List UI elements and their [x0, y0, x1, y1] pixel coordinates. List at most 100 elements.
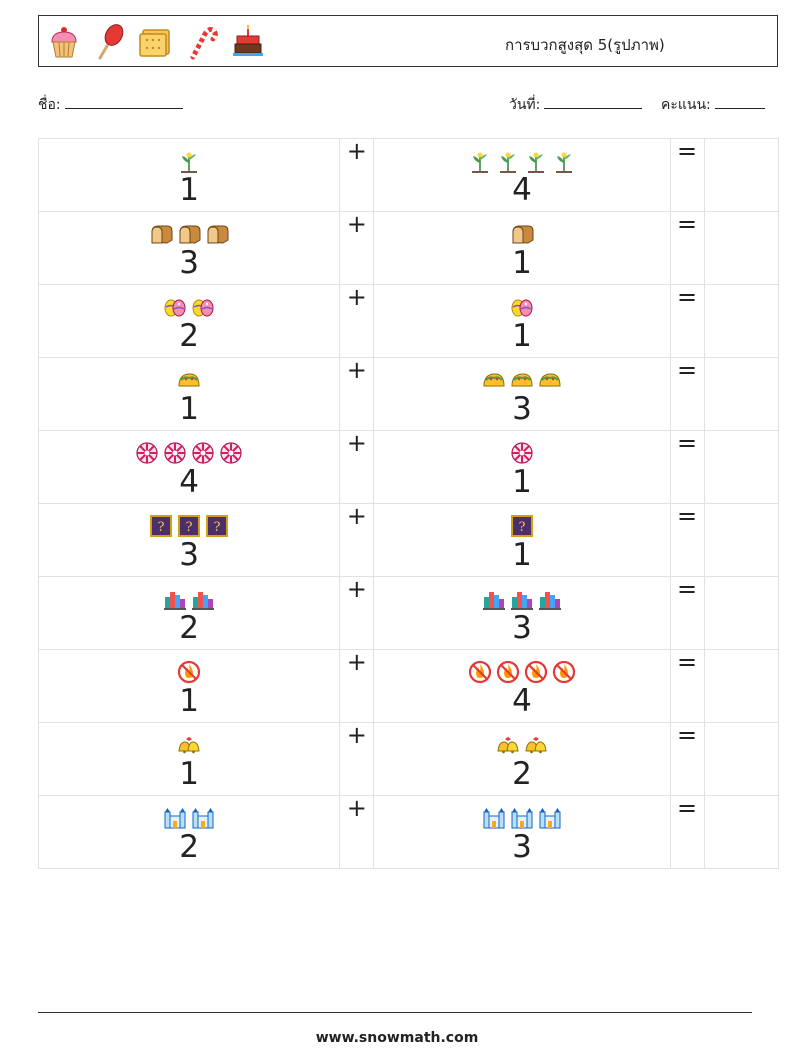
footer-url: www.snowmath.com — [315, 1030, 479, 1046]
answer-box[interactable] — [703, 503, 780, 577]
city-buildings-icon — [482, 587, 506, 611]
answer-box[interactable] — [703, 284, 780, 358]
taco-icon — [177, 368, 201, 392]
name-label: ชื่อ: — [38, 97, 61, 113]
score-field[interactable]: คะแนน: — [661, 94, 765, 116]
mystery-box-icon — [149, 514, 173, 538]
addend-a-cell: 2 — [37, 576, 341, 650]
plus-sign: + — [339, 649, 375, 723]
easter-eggs-icon — [191, 295, 215, 319]
plus-sign: + — [339, 284, 375, 358]
icon-group — [374, 660, 669, 684]
popsicle-icon — [98, 24, 124, 60]
plant-sprout-icon — [552, 149, 576, 173]
peppermint-candy-icon — [135, 441, 159, 465]
answer-box[interactable] — [703, 138, 780, 212]
addend-a-cell: 3 — [37, 211, 341, 285]
equals-sign: = — [669, 722, 705, 796]
addend-a-cell: 4 — [37, 430, 341, 504]
addend-a-number: 3 — [179, 537, 199, 573]
city-buildings-icon — [163, 587, 187, 611]
answer-box[interactable] — [703, 649, 780, 723]
mystery-box-icon — [510, 514, 534, 538]
addend-a-cell: 1 — [37, 722, 341, 796]
equals-sign: = — [669, 138, 705, 212]
answer-box[interactable] — [703, 357, 780, 431]
no-fire-icon — [496, 660, 520, 684]
addend-a-number: 1 — [179, 683, 199, 719]
answer-box[interactable] — [703, 795, 780, 869]
addend-b-cell: 3 — [373, 357, 671, 431]
plus-sign: + — [339, 138, 375, 212]
name-blank[interactable] — [64, 96, 183, 109]
addend-a-cell: 1 — [37, 649, 341, 723]
plant-sprout-icon — [496, 149, 520, 173]
icon-group — [374, 514, 669, 538]
addend-b-number: 1 — [512, 537, 532, 573]
equals-sign: = — [669, 576, 705, 650]
addend-b-cell: 2 — [373, 722, 671, 796]
icon-group — [39, 222, 339, 246]
no-fire-icon — [468, 660, 492, 684]
equals-sign: = — [669, 211, 705, 285]
addend-b-number: 3 — [512, 829, 532, 865]
addend-a-number: 3 — [179, 245, 199, 281]
addend-b-cell: 4 — [373, 138, 671, 212]
addend-b-cell: 3 — [373, 795, 671, 869]
answer-box[interactable] — [703, 430, 780, 504]
addend-b-number: 1 — [512, 318, 532, 354]
peppermint-candy-icon — [510, 441, 534, 465]
plant-sprout-icon — [177, 149, 201, 173]
addend-a-number: 1 — [179, 391, 199, 427]
addend-b-cell: 1 — [373, 430, 671, 504]
equals-sign: = — [669, 357, 705, 431]
equals-sign: = — [669, 503, 705, 577]
icon-group — [39, 733, 339, 757]
addend-b-cell: 1 — [373, 211, 671, 285]
problem-row: 1 +4 = — [37, 649, 780, 723]
name-field[interactable]: ชื่อ: — [38, 94, 183, 116]
date-blank[interactable] — [544, 96, 643, 109]
plus-sign: + — [339, 795, 375, 869]
icon-group — [39, 514, 339, 538]
addend-a-number: 1 — [179, 756, 199, 792]
plant-sprout-icon — [524, 149, 548, 173]
problem-row: 3 +1 = — [37, 503, 780, 577]
icon-group — [39, 441, 339, 465]
footer-divider — [38, 1012, 752, 1013]
addend-b-cell: 1 — [373, 503, 671, 577]
answer-box[interactable] — [703, 211, 780, 285]
icon-group — [374, 806, 669, 830]
icon-group — [374, 733, 669, 757]
date-field[interactable]: วันที่: — [509, 94, 643, 116]
birthday-cake-icon — [233, 24, 263, 56]
worksheet-table: 1 +4 = 3 +1 = 2 +1 = 1 +3 = 4 +1 = 3 +1 = 2 +3 = 1 +4 = 1 +2 = 2 +3 = — [37, 138, 780, 869]
score-blank[interactable] — [714, 96, 765, 109]
icon-group — [39, 368, 339, 392]
peppermint-candy-icon — [219, 441, 243, 465]
addend-a-number: 2 — [179, 829, 199, 865]
page-title: การบวกสูงสุด 5(รูปภาพ) — [505, 36, 665, 54]
plus-sign: + — [339, 576, 375, 650]
icon-group — [374, 441, 669, 465]
golden-bells-icon — [496, 733, 520, 757]
addend-b-cell: 4 — [373, 649, 671, 723]
problem-row: 2 +3 = — [37, 576, 780, 650]
addend-a-cell: 2 — [37, 795, 341, 869]
addend-b-cell: 3 — [373, 576, 671, 650]
mystery-box-icon — [177, 514, 201, 538]
equals-sign: = — [669, 649, 705, 723]
answer-box[interactable] — [703, 576, 780, 650]
addend-a-cell: 1 — [37, 357, 341, 431]
city-buildings-icon — [191, 587, 215, 611]
equals-sign: = — [669, 284, 705, 358]
peppermint-candy-icon — [191, 441, 215, 465]
cupcake-icon — [51, 27, 77, 58]
answer-box[interactable] — [703, 722, 780, 796]
addend-a-number: 2 — [179, 318, 199, 354]
equals-sign: = — [669, 795, 705, 869]
plus-sign: + — [339, 430, 375, 504]
taco-icon — [510, 368, 534, 392]
castle-icon — [510, 806, 534, 830]
problem-row: 3 +1 = — [37, 211, 780, 285]
